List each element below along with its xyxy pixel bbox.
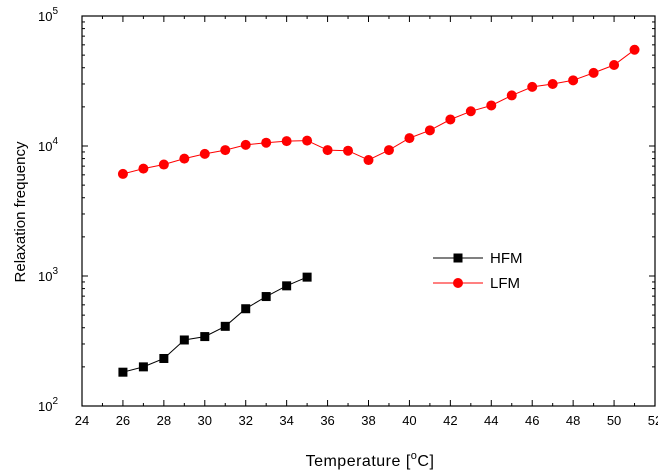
hfm-data-point <box>118 367 128 377</box>
y-axis: 102 103 104 105 <box>38 6 655 414</box>
lfm-data-point <box>465 106 476 117</box>
hfm-data-point <box>282 281 292 291</box>
lfm-data-point <box>506 90 517 101</box>
lfm-data-point <box>486 100 497 111</box>
lfm-data-point <box>343 145 354 156</box>
y-axis-label: Relaxation frequency <box>12 141 29 282</box>
legend-label-hfm: HFM <box>490 250 523 267</box>
legend-label-lfm: LFM <box>490 275 520 292</box>
x-tick-label: 52 <box>648 413 658 428</box>
x-tick-label: 34 <box>279 413 293 428</box>
y-tick-label: 102 <box>38 396 58 414</box>
lfm-data-point <box>281 136 292 147</box>
x-tick-label: 26 <box>116 413 130 428</box>
lfm-data-point <box>117 168 128 179</box>
lfm-data-point <box>302 135 313 146</box>
lfm-data-point <box>220 145 231 156</box>
lfm-data-point <box>158 159 169 170</box>
hfm-data-point <box>200 332 210 342</box>
lfm-data-point <box>404 133 415 144</box>
y-tick-label: 105 <box>38 6 58 24</box>
lfm-data-point <box>424 125 435 136</box>
x-tick-label: 44 <box>484 413 498 428</box>
lfm-data-point <box>609 59 620 70</box>
lfm-data-point <box>568 75 579 86</box>
x-tick-label: 38 <box>361 413 375 428</box>
x-tick-label: 24 <box>75 413 89 428</box>
lfm-data-point <box>240 139 251 150</box>
lfm-data-point <box>383 145 394 156</box>
x-tick-label: 50 <box>607 413 621 428</box>
hfm-data-point <box>302 272 312 282</box>
x-tick-label: 32 <box>238 413 252 428</box>
x-tick-label: 46 <box>525 413 539 428</box>
legend: HFM LFM <box>433 250 523 292</box>
x-axis-label: Temperature [oC] <box>306 450 435 470</box>
lfm-data-point <box>322 145 333 156</box>
x-axis-label-degree: o <box>411 450 418 462</box>
lfm-data-point <box>138 163 149 174</box>
hfm-data-point <box>241 304 251 314</box>
lfm-data-point <box>179 153 190 164</box>
lfm-data-point <box>588 67 599 78</box>
hfm-data-point <box>179 335 189 345</box>
plot-frame <box>81 15 656 407</box>
hfm-data-point <box>138 362 148 372</box>
x-tick-label: 48 <box>566 413 580 428</box>
hfm-series-line <box>122 276 308 373</box>
series-layer <box>117 44 640 377</box>
lfm-series-line <box>122 49 635 175</box>
x-tick-label: 42 <box>443 413 457 428</box>
x-tick-label: 28 <box>157 413 171 428</box>
lfm-data-point <box>199 148 210 159</box>
y-tick-label: 103 <box>38 266 58 284</box>
hfm-data-point <box>261 292 271 302</box>
legend-marker-hfm <box>453 253 463 263</box>
legend-marker-lfm <box>453 278 463 288</box>
lfm-data-point <box>445 114 456 125</box>
x-tick-label: 30 <box>198 413 212 428</box>
x-tick-label: 40 <box>402 413 416 428</box>
lfm-data-point <box>261 137 272 148</box>
lfm-data-point <box>363 155 374 166</box>
lfm-data-point <box>547 78 558 89</box>
x-axis: 24 26 28 30 32 34 36 38 40 42 44 46 48 50 52 <box>75 16 658 428</box>
hfm-data-point <box>159 353 169 363</box>
lfm-data-point <box>629 44 640 55</box>
lfm-data-point <box>527 81 538 92</box>
y-tick-label: 104 <box>38 136 58 154</box>
hfm-data-point <box>220 321 230 331</box>
x-tick-label: 36 <box>320 413 334 428</box>
